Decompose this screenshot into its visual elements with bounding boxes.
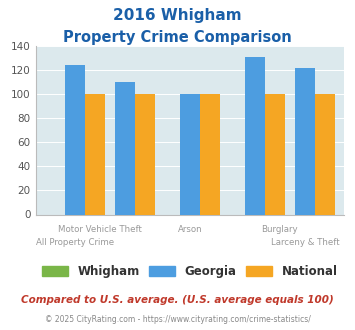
Legend: Whigham, Georgia, National: Whigham, Georgia, National bbox=[38, 260, 342, 283]
Bar bbox=[85, 94, 105, 214]
Bar bbox=[295, 68, 315, 214]
Bar bbox=[200, 94, 220, 214]
Text: Property Crime Comparison: Property Crime Comparison bbox=[63, 30, 292, 45]
Text: Arson: Arson bbox=[178, 225, 202, 234]
Text: © 2025 CityRating.com - https://www.cityrating.com/crime-statistics/: © 2025 CityRating.com - https://www.city… bbox=[45, 315, 310, 324]
Text: Larceny & Theft: Larceny & Theft bbox=[271, 238, 339, 247]
Bar bbox=[65, 65, 85, 214]
Text: All Property Crime: All Property Crime bbox=[36, 238, 114, 247]
Bar bbox=[264, 94, 285, 214]
Bar bbox=[180, 94, 200, 214]
Bar bbox=[315, 94, 335, 214]
Bar bbox=[245, 57, 264, 215]
Bar bbox=[135, 94, 155, 214]
Text: Burglary: Burglary bbox=[261, 225, 298, 234]
Bar bbox=[115, 82, 135, 214]
Text: 2016 Whigham: 2016 Whigham bbox=[113, 8, 242, 23]
Text: Compared to U.S. average. (U.S. average equals 100): Compared to U.S. average. (U.S. average … bbox=[21, 295, 334, 305]
Text: Motor Vehicle Theft: Motor Vehicle Theft bbox=[58, 225, 142, 234]
